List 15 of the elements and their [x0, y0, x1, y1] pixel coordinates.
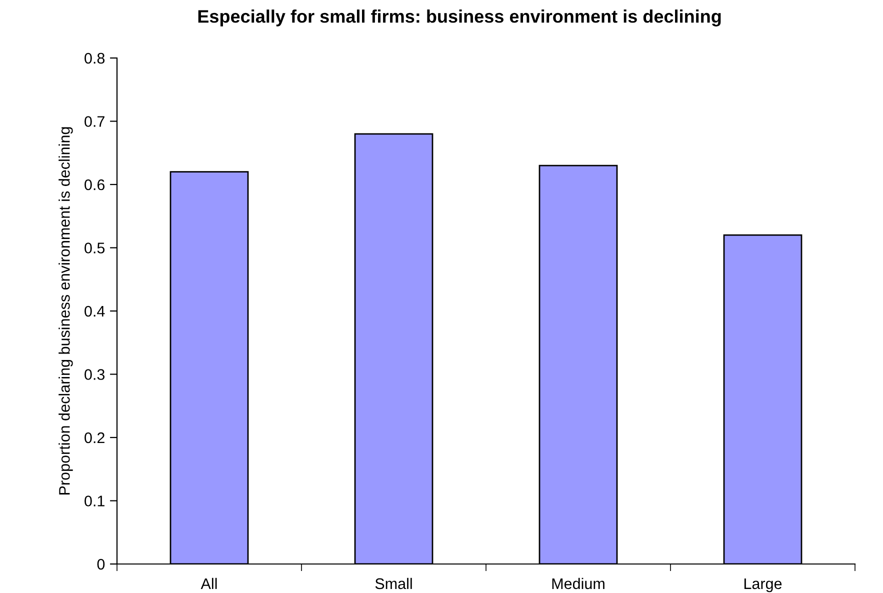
y-tick-label: 0.8: [84, 52, 105, 64]
y-tick-label: 0: [97, 558, 105, 570]
y-tick-label: 0.2: [84, 432, 104, 444]
x-tick-label: Small: [375, 578, 412, 590]
chart-title: Especially for small firms: business environment is declining: [198, 10, 721, 26]
y-tick-label: 0.5: [84, 242, 105, 254]
y-axis-title: Proportion declaring business environment is declining: [58, 127, 73, 494]
y-tick-label: 0.3: [84, 369, 105, 380]
x-tick-label: All: [200, 578, 217, 589]
x-tick-label: Large: [744, 578, 782, 592]
x-tick-label: Medium: [552, 578, 604, 590]
y-tick-label: 0.4: [84, 306, 105, 317]
y-tick-label: 0.6: [84, 179, 105, 190]
y-tick-label: 0.1: [84, 496, 104, 506]
y-tick-label: 0.7: [84, 116, 104, 127]
